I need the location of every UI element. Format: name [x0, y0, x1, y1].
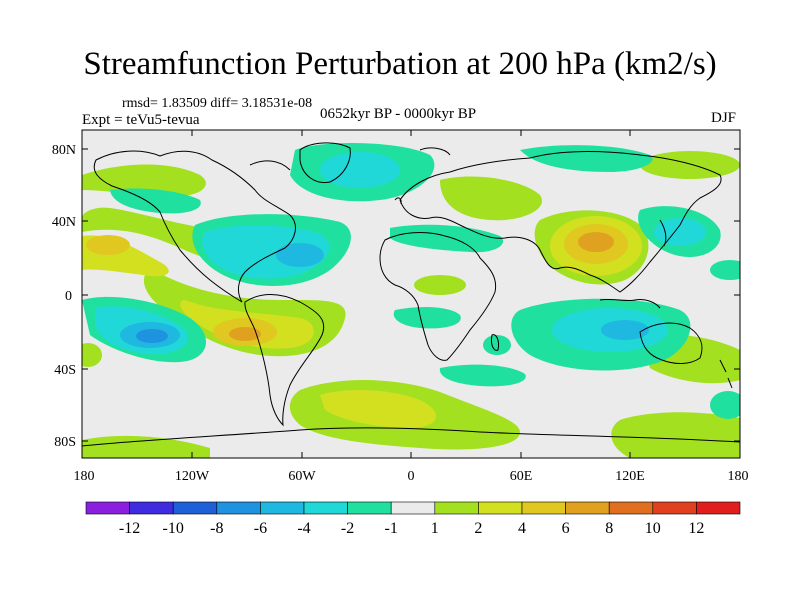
lon-tick-labels: 180 120W 60W 0 60E 120E 180 — [74, 469, 749, 484]
colorbar-box — [608, 501, 654, 515]
coast-europe-asia — [399, 151, 722, 293]
positive-band-southern-ocean-west — [82, 435, 210, 458]
lat-label-40n: 40N — [52, 215, 76, 230]
lon-label-60w: 60W — [288, 469, 316, 484]
coast-south-america — [244, 294, 325, 427]
coast-arctic-islands — [249, 147, 451, 171]
shaded-field — [82, 143, 740, 458]
colorbar-label: 1 — [431, 520, 439, 537]
negative-patch-madagascar — [483, 335, 511, 355]
colorbar-label: -8 — [210, 520, 223, 537]
colorbar-box — [652, 501, 697, 515]
negative-patch-east-edge — [710, 391, 740, 419]
coast-british-isles — [394, 197, 402, 205]
colorbar-box — [478, 501, 523, 515]
colorbar-label: -12 — [119, 520, 140, 537]
colorbar-box — [696, 501, 741, 515]
lat-tick-marks — [82, 148, 740, 442]
positive-peak-south-pacific — [229, 327, 261, 341]
colorbar-box — [521, 501, 566, 515]
colorbar-box — [260, 501, 305, 515]
colorbar-label: -2 — [341, 520, 354, 537]
lat-label-40s: 40S — [54, 363, 76, 378]
colorbar-label: -4 — [297, 520, 310, 537]
lon-tick-marks — [81, 130, 741, 458]
colorbar-box — [172, 501, 218, 515]
stats-line: rmsd= 1.83509 diff= 3.18531e-08 — [122, 96, 313, 111]
positive-max-north-pacific — [86, 235, 130, 255]
positive-band-north-atlantic — [440, 176, 542, 221]
experiment-label: Expt = teVu5-tevua — [82, 112, 200, 128]
lat-label-0: 0 — [65, 289, 72, 304]
colorbar-label: 8 — [605, 520, 613, 537]
lat-label-80n: 80N — [52, 143, 76, 158]
map-title: Streamfunction Perturbation at 200 hPa (… — [83, 46, 717, 82]
colorbar-box — [565, 501, 610, 515]
negative-band-south-atlantic — [439, 364, 526, 387]
lon-label-60e: 60E — [510, 469, 533, 484]
positive-patch-west-edge — [82, 343, 102, 367]
positive-peak-asia — [578, 232, 614, 252]
negative-core-arctic — [320, 152, 400, 188]
coast-north-america — [93, 150, 296, 303]
coast-indonesia — [599, 298, 661, 309]
colorbar-box — [129, 501, 174, 515]
positive-patch-africa — [414, 275, 466, 295]
colorbar-label: -6 — [254, 520, 267, 537]
colorbar-label: 4 — [518, 520, 526, 537]
colorbar-label: -1 — [385, 520, 398, 537]
negative-patch-north-pacific-east — [710, 260, 740, 280]
lon-label-120e: 120E — [615, 469, 645, 484]
negative-band-north-america-west — [110, 188, 201, 214]
coast-antarctica — [82, 427, 740, 447]
negative-core-west-pacific — [654, 218, 706, 246]
lat-label-80s: 80S — [54, 435, 76, 450]
negative-max-indian-ocean — [601, 320, 649, 340]
colorbar-label: 10 — [645, 520, 661, 537]
lon-label-0: 0 — [408, 469, 415, 484]
colorbar-label: -10 — [163, 520, 184, 537]
coast-africa — [379, 232, 497, 361]
negative-band-africa — [393, 307, 461, 329]
lon-label-180-west: 180 — [74, 469, 95, 484]
coast-madagascar — [491, 334, 499, 351]
coastlines — [82, 142, 740, 447]
season-label: DJF — [711, 110, 737, 126]
colorbar-box — [216, 501, 261, 515]
colorbar-label: 12 — [688, 520, 704, 537]
negative-max-north-atlantic — [276, 243, 324, 267]
coast-greenland — [299, 142, 351, 184]
negative-peak-south-pacific — [136, 329, 168, 343]
lon-label-180-east: 180 — [728, 469, 749, 484]
period-label: 0652kyr BP - 0000kyr BP — [320, 106, 477, 122]
colorbar-box — [390, 501, 436, 515]
coast-australia — [639, 322, 703, 364]
coast-japan — [659, 219, 667, 247]
lat-tick-labels: 80N 40N 0 40S 80S — [52, 143, 76, 450]
colorbar-box — [303, 501, 348, 515]
colorbar: -12 -10 -8 -6 -4 -2 -1 1 2 4 6 8 10 12 — [85, 501, 741, 537]
positive-core-southern-ocean — [320, 389, 437, 428]
positive-band-south-pacific-east — [611, 412, 740, 458]
colorbar-label: 6 — [562, 520, 570, 537]
colorbar-box — [85, 501, 130, 515]
positive-patch-far-east — [640, 151, 740, 179]
coast-new-zealand — [719, 359, 733, 389]
colorbar-label: 2 — [474, 520, 482, 537]
colorbar-box — [434, 501, 479, 515]
lon-label-120w: 120W — [175, 469, 210, 484]
positive-band-pacific-arctic — [82, 164, 206, 197]
negative-band-arctic-east — [520, 145, 653, 172]
colorbar-box — [347, 501, 392, 515]
